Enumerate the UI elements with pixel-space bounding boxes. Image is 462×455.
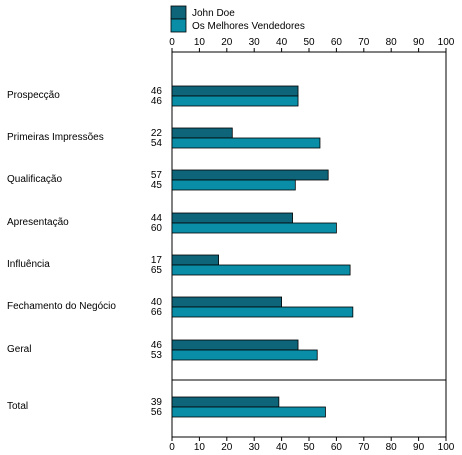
bar [171, 406, 326, 418]
bar [171, 396, 280, 408]
bar [171, 169, 329, 181]
bar [171, 222, 337, 234]
legend: John Doe Os Melhores Vendedores [170, 5, 305, 33]
bar-value-label: 65 [151, 265, 163, 276]
x-tick-label-bottom: 90 [413, 442, 425, 453]
category-label: Primeiras Impressões [7, 132, 104, 143]
x-tick-label-top: 20 [221, 37, 233, 48]
bar-value-label: 39 [151, 397, 163, 408]
bar [171, 85, 299, 97]
bar [171, 127, 233, 139]
category-label: Prospecção [7, 90, 60, 101]
x-axis-bottom: 0 10 20 30 40 50 60 70 80 90 100 [169, 437, 455, 453]
x-tick-label-bottom: 10 [194, 442, 206, 453]
bars [171, 85, 446, 418]
bar [171, 339, 299, 351]
x-tick-label-top: 50 [303, 37, 315, 48]
legend-swatch-top-sellers [170, 18, 187, 33]
bar [171, 306, 354, 318]
bar [171, 254, 219, 266]
x-tick-label-top: 30 [249, 37, 261, 48]
bar-value-label: 17 [151, 255, 163, 266]
bar-value-label: 44 [151, 213, 163, 224]
x-tick-label-bottom: 30 [249, 442, 261, 453]
x-tick-label-top: 100 [438, 37, 455, 48]
bar [171, 264, 351, 276]
bar [171, 95, 299, 107]
x-tick-label-top: 40 [276, 37, 288, 48]
x-tick-label-top: 90 [413, 37, 425, 48]
bar-value-label: 54 [151, 138, 163, 149]
bar-value-label: 46 [151, 340, 163, 351]
bar [171, 296, 282, 308]
x-tick-label-top: 70 [358, 37, 370, 48]
x-tick-label-top: 0 [169, 37, 175, 48]
category-label: Influência [7, 259, 50, 270]
bar [171, 179, 296, 191]
bar-value-label: 45 [151, 180, 163, 191]
legend-swatch-john-doe [170, 5, 187, 20]
x-tick-label-bottom: 50 [303, 442, 315, 453]
x-tick-label-bottom: 100 [438, 442, 455, 453]
x-tick-label-bottom: 40 [276, 442, 288, 453]
x-axis-top: 0 10 20 30 40 50 60 70 80 90 100 [169, 37, 455, 52]
bar-value-label: 60 [151, 223, 163, 234]
category-label: Geral [7, 344, 31, 355]
x-tick-label-bottom: 80 [386, 442, 398, 453]
x-tick-label-top: 10 [194, 37, 206, 48]
bar [171, 212, 293, 224]
category-label: Fechamento do Negócio [7, 301, 116, 312]
category-label: Qualificação [7, 174, 62, 185]
bar-value-label: 40 [151, 297, 163, 308]
x-tick-label-top: 60 [331, 37, 343, 48]
bar-value-label: 46 [151, 86, 163, 97]
plot-frame [171, 51, 447, 438]
bar-value-label: 22 [151, 128, 163, 139]
legend-label-top-sellers: Os Melhores Vendedores [192, 21, 305, 32]
bar-value-label: 46 [151, 96, 163, 107]
x-tick-label-bottom: 0 [169, 442, 175, 453]
x-tick-label-top: 80 [386, 37, 398, 48]
bar [171, 137, 321, 149]
bar [171, 349, 318, 361]
bar-value-label: 56 [151, 407, 163, 418]
x-tick-label-bottom: 60 [331, 442, 343, 453]
category-label: Total [7, 401, 28, 412]
legend-label-john-doe: John Doe [192, 8, 235, 19]
category-label: Apresentação [7, 217, 69, 228]
bar-value-label: 53 [151, 350, 163, 361]
bar-value-label: 57 [151, 170, 163, 181]
x-tick-label-bottom: 20 [221, 442, 233, 453]
bar-value-label: 66 [151, 307, 163, 318]
x-tick-label-bottom: 70 [358, 442, 370, 453]
